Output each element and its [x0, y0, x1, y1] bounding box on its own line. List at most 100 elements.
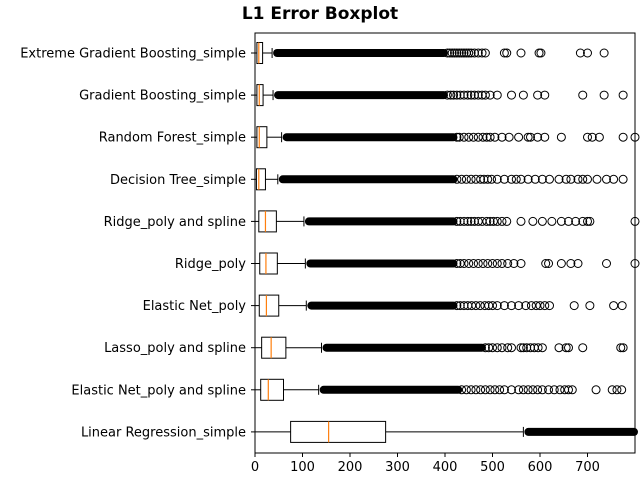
flier [492, 174, 502, 184]
flier [541, 259, 551, 268]
x-tick-label: 500 [480, 460, 505, 475]
flier [523, 132, 533, 142]
flier [585, 301, 595, 311]
flier [461, 174, 471, 184]
flier [516, 48, 526, 58]
flier [463, 90, 473, 100]
flier [583, 216, 592, 226]
flier [618, 343, 628, 353]
flier [507, 301, 516, 311]
chart-title: L1 Error Boxplot [242, 4, 398, 24]
flier [475, 301, 485, 311]
flier [573, 174, 583, 184]
flier [526, 132, 535, 142]
flier-dense-band [278, 175, 458, 184]
flier [480, 385, 490, 395]
y-axis: Extreme Gradient Boosting_simple Gradient… [20, 47, 255, 440]
box-group [254, 168, 628, 191]
y-tick-label: Linear Regression_simple [81, 425, 246, 440]
flier [457, 385, 467, 395]
flier [464, 132, 474, 142]
box-group [254, 126, 640, 149]
flier [488, 216, 498, 226]
flier [540, 90, 550, 100]
flier-dense-band [306, 259, 458, 268]
flier [599, 90, 609, 100]
flier [469, 259, 478, 268]
flier [454, 48, 464, 58]
flier [583, 174, 592, 184]
box-group [254, 42, 609, 64]
flier [537, 216, 547, 226]
box-group [254, 210, 640, 233]
flier [533, 90, 543, 100]
flier [556, 132, 566, 142]
flier [492, 259, 502, 268]
flier [514, 385, 524, 395]
flier [523, 174, 533, 184]
flier [575, 48, 585, 58]
flier [607, 385, 617, 395]
flier [476, 385, 486, 395]
flier [594, 132, 604, 142]
y-tick-label: Elastic Net_poly and spline [71, 383, 246, 398]
x-tick-label: 600 [528, 460, 553, 475]
flier [618, 132, 628, 142]
flier [452, 301, 462, 311]
y-tick-label: Lasso_poly and spline [104, 341, 246, 356]
flier [466, 90, 476, 100]
flier [514, 301, 524, 311]
box [256, 42, 264, 64]
x-tick-label: 300 [385, 460, 410, 475]
plot-area [254, 42, 640, 443]
flier-dense-band [307, 301, 458, 310]
flier [561, 174, 571, 184]
flier [554, 343, 564, 353]
flier [442, 48, 452, 58]
flier [480, 90, 490, 100]
flier [503, 259, 513, 268]
flier [521, 301, 531, 311]
flier [490, 132, 500, 142]
flier-dense-band [524, 427, 638, 436]
flier [497, 259, 507, 268]
y-tick-label: Random Forest_simple [99, 131, 246, 146]
flier [499, 301, 509, 311]
flier [516, 259, 526, 268]
flier [459, 90, 469, 100]
flier [554, 174, 564, 184]
flier [482, 216, 492, 226]
flier [454, 132, 464, 142]
flier [535, 301, 545, 311]
flier [528, 385, 538, 395]
box [256, 126, 268, 149]
flier [492, 216, 502, 226]
flier [518, 343, 528, 353]
flier [545, 174, 554, 184]
flier [533, 132, 543, 142]
flier-dense-band [274, 91, 448, 100]
flier [573, 259, 583, 268]
flier [545, 301, 554, 311]
flier [616, 343, 626, 353]
flier [578, 90, 588, 100]
flier [504, 132, 514, 142]
x-tick-label: 400 [433, 460, 458, 475]
flier [537, 343, 547, 353]
flier [569, 301, 579, 311]
box [260, 378, 285, 401]
flier [466, 48, 476, 58]
flier [592, 174, 602, 184]
flier [502, 216, 512, 226]
flier [473, 48, 483, 58]
flier [612, 385, 622, 395]
flier [459, 216, 469, 226]
y-tick-label: Elastic Net_poly [143, 299, 247, 314]
flier [583, 48, 592, 58]
flier [511, 174, 521, 184]
flier [461, 385, 471, 395]
box-group [254, 252, 640, 275]
flier [447, 48, 457, 58]
flier [514, 132, 524, 142]
flier [459, 132, 469, 142]
